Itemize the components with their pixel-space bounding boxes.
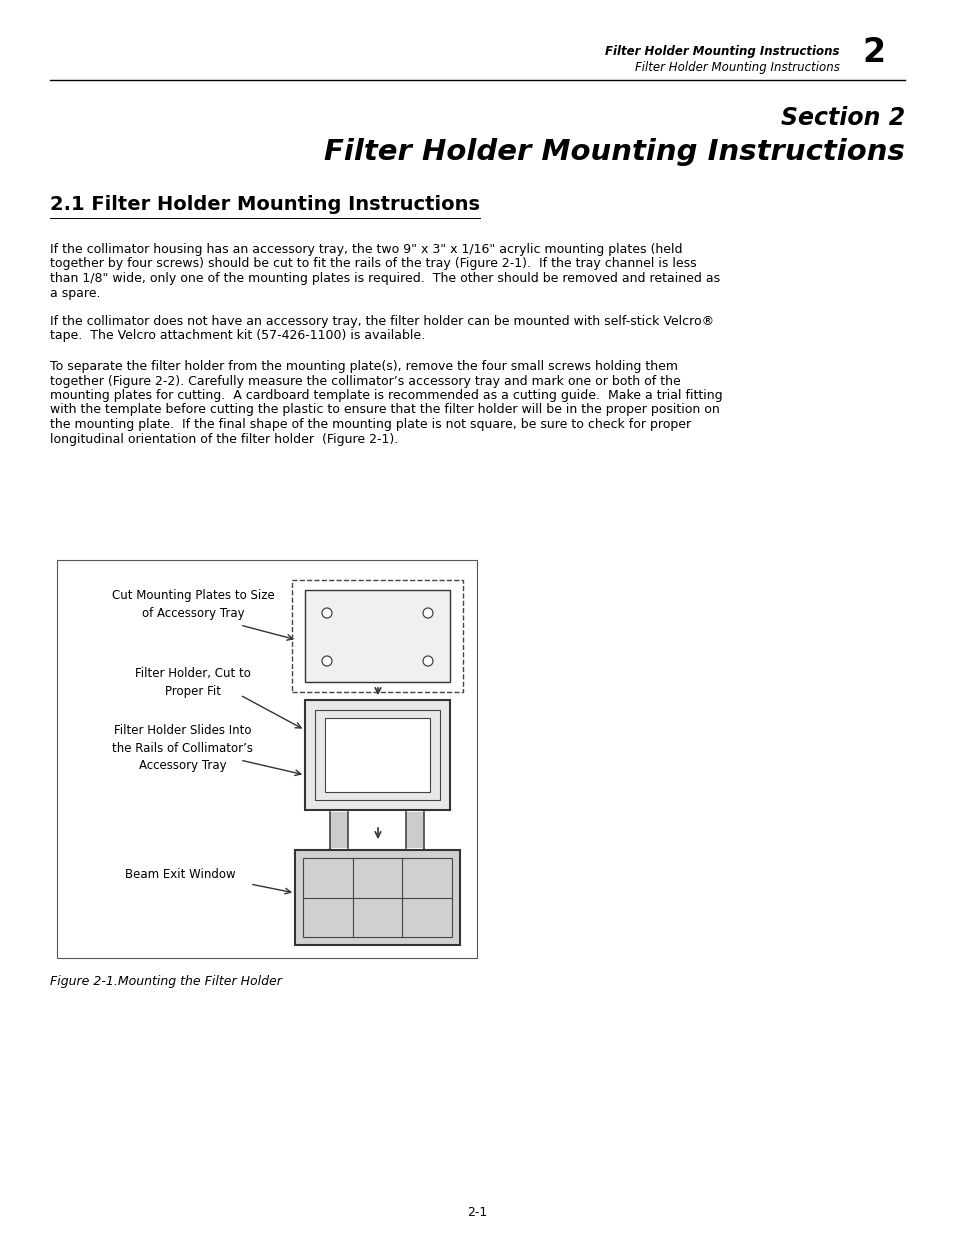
Bar	[314, 710, 439, 800]
Text: 2.1 Filter Holder Mounting Instructions: 2.1 Filter Holder Mounting Instructions	[50, 195, 479, 215]
Text: a spare.: a spare.	[50, 287, 100, 300]
Bar	[305, 700, 450, 810]
Text: Filter Holder Mounting Instructions: Filter Holder Mounting Instructions	[605, 46, 840, 58]
Bar	[57, 559, 476, 958]
Bar	[330, 811, 348, 848]
Text: Filter Holder Slides Into
the Rails of Collimator’s
Accessory Tray: Filter Holder Slides Into the Rails of C…	[112, 724, 253, 773]
Text: Beam Exit Window: Beam Exit Window	[125, 868, 235, 882]
Text: together by four screws) should be cut to fit the rails of the tray (Figure 2-1): together by four screws) should be cut t…	[50, 258, 696, 270]
Text: Filter Holder Mounting Instructions: Filter Holder Mounting Instructions	[635, 62, 840, 74]
Text: with the template before cutting the plastic to ensure that the filter holder wi: with the template before cutting the pla…	[50, 404, 719, 416]
Text: than 1/8" wide, only one of the mounting plates is required.  The other should b: than 1/8" wide, only one of the mounting…	[50, 272, 720, 285]
Bar	[305, 590, 450, 682]
Bar	[292, 580, 462, 692]
Text: Section 2: Section 2	[780, 106, 904, 130]
Text: the mounting plate.  If the final shape of the mounting plate is not square, be : the mounting plate. If the final shape o…	[50, 417, 690, 431]
Circle shape	[422, 608, 433, 618]
Bar	[406, 811, 423, 848]
Text: If the collimator housing has an accessory tray, the two 9" x 3" x 1/16" acrylic: If the collimator housing has an accesso…	[50, 243, 681, 256]
Circle shape	[322, 656, 332, 666]
Text: Cut Mounting Plates to Size
of Accessory Tray: Cut Mounting Plates to Size of Accessory…	[112, 589, 274, 620]
Text: mounting plates for cutting.  A cardboard template is recommended as a cutting g: mounting plates for cutting. A cardboard…	[50, 389, 721, 403]
Text: Filter Holder, Cut to
Proper Fit: Filter Holder, Cut to Proper Fit	[135, 667, 251, 698]
Text: longitudinal orientation of the filter holder  (Figure 2-1).: longitudinal orientation of the filter h…	[50, 432, 397, 446]
Bar	[325, 718, 430, 792]
Bar	[294, 850, 459, 945]
Text: 2-1: 2-1	[466, 1207, 487, 1219]
Circle shape	[322, 608, 332, 618]
Bar	[303, 858, 452, 937]
Text: If the collimator does not have an accessory tray, the filter holder can be moun: If the collimator does not have an acces…	[50, 315, 714, 329]
Text: To separate the filter holder from the mounting plate(s), remove the four small : To separate the filter holder from the m…	[50, 359, 678, 373]
Circle shape	[422, 656, 433, 666]
Text: Figure 2-1.Mounting the Filter Holder: Figure 2-1.Mounting the Filter Holder	[50, 974, 281, 988]
Text: Filter Holder Mounting Instructions: Filter Holder Mounting Instructions	[324, 138, 904, 165]
Text: together (Figure 2-2). Carefully measure the collimator’s accessory tray and mar: together (Figure 2-2). Carefully measure…	[50, 374, 680, 388]
Text: tape.  The Velcro attachment kit (57-426-1100) is available.: tape. The Velcro attachment kit (57-426-…	[50, 330, 425, 342]
Text: 2: 2	[862, 36, 884, 68]
